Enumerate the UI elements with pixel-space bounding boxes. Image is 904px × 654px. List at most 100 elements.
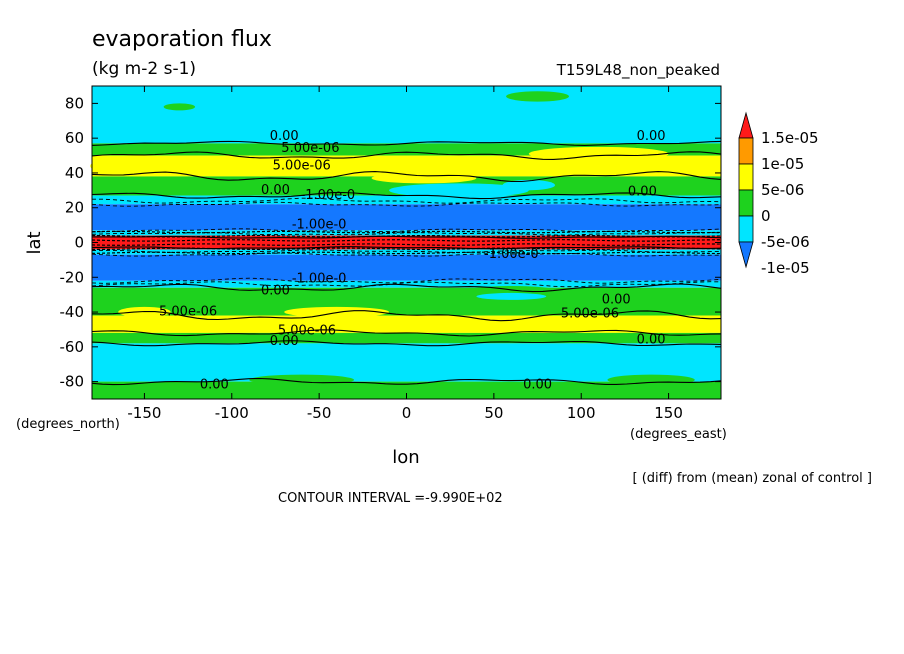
contour-label-3: 0.00: [637, 129, 666, 144]
colorbar-swatch-2: [738, 163, 754, 191]
contour-labels: 0.005.00e-065.00e-060.000.00 -1.00e-0 0.00…: [159, 129, 666, 393]
contour-label-11: 0.00: [602, 292, 631, 307]
field-patches: [90, 91, 695, 386]
contour-label-12: 5.00e-06: [159, 305, 217, 320]
heatmap-band-11: [92, 287, 721, 316]
x-tick-label-4: 50: [484, 404, 503, 422]
contour-label-13: 5.00e-06: [561, 306, 619, 321]
contour-line-18: [91, 377, 722, 386]
colorbar-swatch-0: [738, 111, 754, 139]
colorbar-swatch-1: [738, 137, 754, 165]
x-tick-label-5: 100: [567, 404, 596, 422]
contour-label-0: 0.00: [270, 129, 299, 144]
contour-line-16: [91, 329, 722, 337]
x-tick-label-1: -100: [215, 404, 249, 422]
field-patch-8: [476, 292, 547, 300]
field-patch-5: [163, 103, 196, 111]
heatmap-band-14: [92, 343, 721, 382]
contour-line-17: [91, 340, 722, 347]
contour-label-16: 0.00: [637, 332, 666, 347]
heatmap-band-9: [92, 254, 721, 281]
field-patch-2: [371, 172, 477, 184]
heatmap-band-5: [92, 204, 721, 231]
field-patch-12: [607, 374, 695, 386]
y-tick-label-2: 40: [65, 164, 84, 182]
chart-units: (kg m-2 s-1): [92, 59, 196, 79]
x-tick-label-2: -50: [307, 404, 332, 422]
contour-line-8: [92, 235, 722, 239]
contour-label-10: 0.00: [261, 284, 290, 299]
colorbar-label-5: -1e-05: [761, 259, 810, 277]
colorbar-label-0: 1.5e-05: [761, 129, 819, 147]
heatmap-band-4: [92, 195, 721, 205]
field-patch-4: [502, 179, 556, 191]
heatmap-band-15: [92, 381, 721, 399]
x-tick-label-0: -150: [127, 404, 161, 422]
contour-label-6: 0.00: [628, 185, 657, 200]
chart-title: evaporation flux: [92, 27, 272, 52]
contour-label-5: -1.00e-0: [301, 188, 356, 203]
heatmap-band-13: [92, 332, 721, 344]
field-patch-10: [284, 306, 390, 318]
contour-line-15: [91, 310, 722, 322]
contour-label-15: 0.00: [270, 334, 299, 349]
field-patch-0: [90, 155, 182, 177]
colorbar: 1.5e-05 1e-05 5e-06 0 -5e-06 -1e-05: [738, 111, 819, 277]
heatmap-band-2: [92, 155, 721, 177]
x-tick-label-3: 0: [402, 404, 412, 422]
field-patch-11: [249, 374, 355, 386]
y-tick-label-7: -60: [60, 338, 85, 356]
x-axis-units: (degrees_east): [630, 427, 727, 442]
field-patch-3: [389, 183, 529, 198]
contour-label-4: 0.00: [261, 183, 290, 198]
contour-interval: CONTOUR INTERVAL =-9.990E+02: [278, 491, 503, 506]
y-tick-label-1: 60: [65, 129, 84, 147]
contour-line-2: [91, 171, 722, 183]
contour-line-9: [92, 246, 722, 250]
colorbar-label-3: 0: [761, 207, 771, 225]
contour-label-7: -1.00e-0: [292, 218, 347, 233]
run-label: T159L48_non_peaked: [556, 61, 720, 80]
contour-label-9: -1.00e-0: [292, 271, 347, 286]
heatmap-bands: [92, 86, 721, 399]
contour-line-1: [91, 151, 722, 160]
y-axis-label: lat: [24, 231, 45, 254]
heatmap-band-10: [92, 280, 721, 288]
contour-label-2: 5.00e-06: [273, 158, 331, 173]
colorbar-swatch-4: [738, 215, 754, 243]
y-tick-label-5: -20: [60, 268, 85, 286]
heatmap-band-12: [92, 315, 721, 333]
field-patch-1: [528, 146, 669, 161]
heatmap-band-8: [92, 249, 721, 255]
contour-line-3: [91, 191, 722, 200]
contour-label-17: 0.00: [200, 378, 229, 393]
y-axis-units: (degrees_north): [16, 417, 120, 432]
x-axis-label: lon: [392, 447, 419, 468]
field-patch-9: [118, 306, 171, 318]
contour-label-1: 5.00e-06: [281, 141, 339, 156]
colorbar-swatch-5: [738, 241, 754, 269]
heatmap-band-0: [92, 86, 721, 144]
y-tick-label-3: 20: [65, 199, 84, 217]
y-axis-ticks: 80 60 40 20 0 -20 -40 -60 -80: [60, 94, 721, 391]
contour-line-14: [91, 283, 722, 293]
contour-label-8: -1.00e-0: [484, 247, 539, 262]
colorbar-label-2: 5e-06: [761, 181, 804, 199]
colorbar-label-4: -5e-06: [761, 233, 810, 251]
y-tick-label-0: 80: [65, 94, 84, 112]
x-tick-label-6: 150: [654, 404, 683, 422]
heatmap-band-6: [92, 230, 721, 236]
contour-label-18: 0.00: [523, 378, 552, 393]
x-axis-ticks: -150 -100 -50 0 50 100 150: [127, 86, 683, 422]
comparison-note: [ (diff) from (mean) zonal of control ]: [633, 471, 872, 486]
field-patch-6: [506, 91, 569, 102]
y-tick-label-8: -80: [60, 373, 85, 391]
y-tick-label-4: 0: [74, 234, 84, 252]
contour-line-0: [91, 140, 722, 146]
colorbar-swatch-3: [738, 189, 754, 217]
colorbar-label-1: 1e-05: [761, 155, 804, 173]
contour-lines: [91, 140, 722, 386]
contour-label-14: 5.00e-06: [278, 324, 336, 339]
